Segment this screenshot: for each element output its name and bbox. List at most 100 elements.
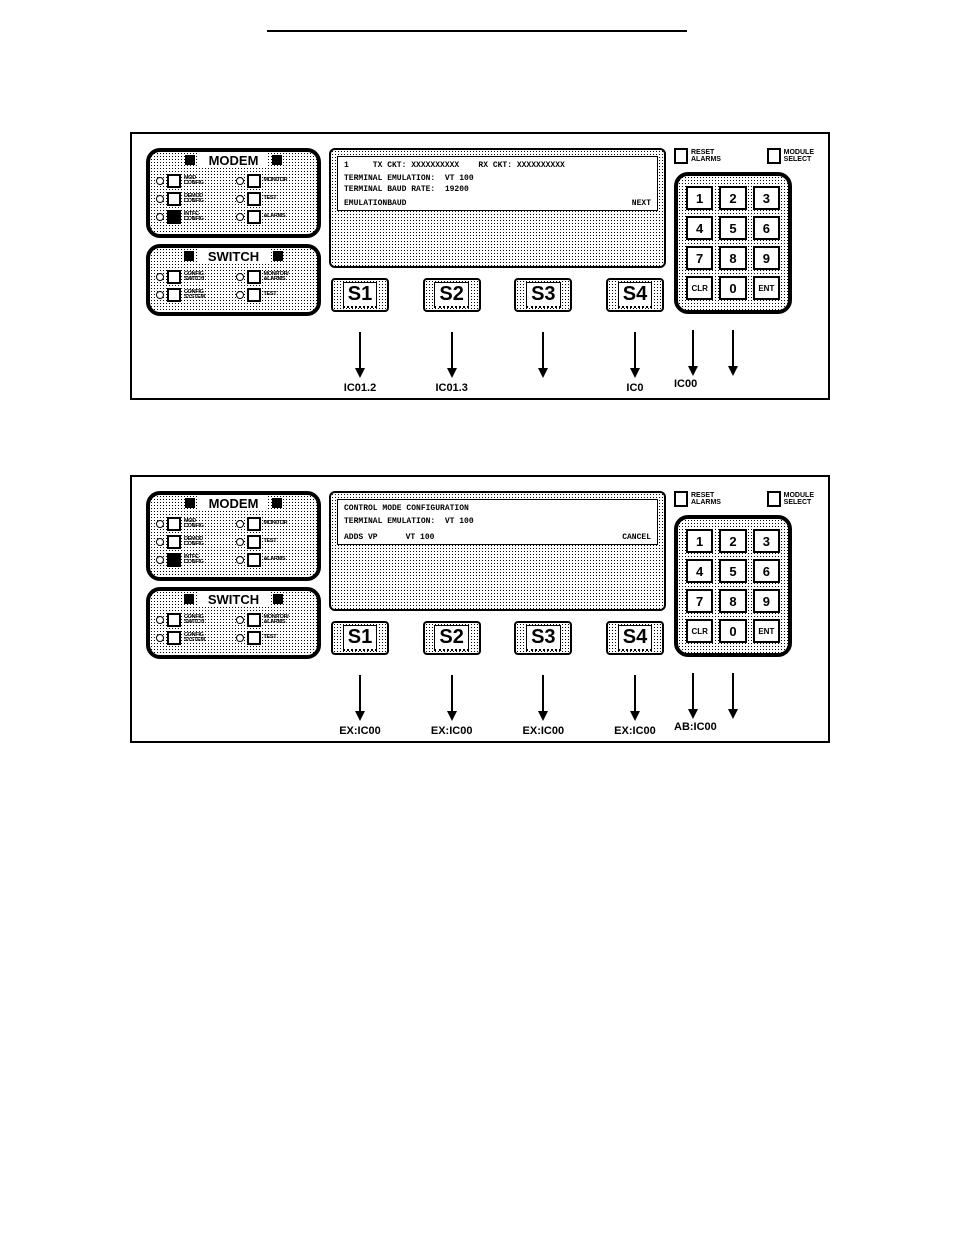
reset-alarms-button[interactable]: RESET ALARMS	[674, 491, 721, 507]
led-icon	[236, 291, 244, 299]
key-icon	[247, 517, 261, 531]
lcd-soft-labels: ADDS VP VT 100 CANCEL	[344, 532, 651, 542]
numeric-keypad: 123 456 789 CLR0 ENT	[674, 172, 792, 314]
keypad-key-ent[interactable]: ENT	[753, 619, 780, 643]
keypad-key-7[interactable]: 7	[686, 589, 713, 613]
module-button[interactable]: DEMOD CONFIG	[156, 535, 232, 549]
key-icon	[247, 210, 261, 224]
module-button[interactable]: TEST	[236, 192, 312, 206]
keypad-key-5[interactable]: 5	[719, 559, 746, 583]
led-icon	[236, 616, 244, 624]
keypad-key-0[interactable]: 0	[719, 619, 746, 643]
keypad-key-4[interactable]: 4	[686, 559, 713, 583]
keypad-key-1[interactable]: 1	[686, 186, 713, 210]
module-button[interactable]: MONITOR/ ALARMS	[236, 613, 312, 627]
keypad-key-1[interactable]: 1	[686, 529, 713, 553]
dest-s3: EX:IC00	[514, 725, 572, 737]
arrow-s1	[331, 675, 389, 723]
softkey-s4[interactable]: S4	[606, 278, 664, 312]
key-label: DEMOD CONFIG	[184, 537, 204, 548]
dest-s1: EX:IC00	[331, 725, 389, 737]
key-icon	[247, 553, 261, 567]
led-icon	[156, 538, 164, 546]
module-select-button[interactable]: MODULE SELECT	[767, 491, 814, 507]
keypad-key-3[interactable]: 3	[753, 186, 780, 210]
keypad-key-2[interactable]: 2	[719, 529, 746, 553]
keypad-key-2[interactable]: 2	[719, 186, 746, 210]
led-icon	[236, 213, 244, 221]
keypad-arrow-2	[728, 673, 738, 719]
key-label: ALARMS	[264, 214, 286, 220]
softkey-s2[interactable]: S2	[423, 278, 481, 312]
softkey-s3[interactable]: S3	[514, 621, 572, 655]
module-button[interactable]: CONFIG SWITCH	[156, 270, 232, 284]
module-button[interactable]: MONITOR	[236, 517, 312, 531]
module-button[interactable]: TEST	[236, 535, 312, 549]
soft-label-2: VT 100	[406, 533, 435, 542]
reset-alarms-button[interactable]: RESET ALARMS	[674, 148, 721, 164]
arrow-s3	[514, 332, 572, 380]
key-label: CONFIG SYSTEM	[184, 633, 205, 644]
lcd-line-1: CONTROL MODE CONFIGURATION	[344, 504, 651, 513]
lcd-line-1: 1 TX CKT: XXXXXXXXXX RX CKT: XXXXXXXXXX	[344, 161, 651, 170]
softkey-s3[interactable]: S3	[514, 278, 572, 312]
module-button[interactable]: CONFIG SYSTEM	[156, 288, 232, 302]
softkey-s1[interactable]: S1	[331, 621, 389, 655]
dest-s1: IC01.2	[331, 382, 389, 394]
key-icon	[167, 288, 181, 302]
led-icon	[236, 634, 244, 642]
led-icon	[236, 520, 244, 528]
keypad-key-7[interactable]: 7	[686, 246, 713, 270]
keypad-key-9[interactable]: 9	[753, 246, 780, 270]
keypad-key-clr[interactable]: CLR	[686, 276, 713, 300]
soft-label-4: CANCEL	[622, 533, 651, 542]
module-button[interactable]: DEMOD CONFIG	[156, 192, 232, 206]
module-button[interactable]: ALARMS	[236, 553, 312, 567]
softkey-s4[interactable]: S4	[606, 621, 664, 655]
keypad-arrow-1	[688, 673, 698, 719]
led-icon	[156, 177, 164, 185]
softkey-s2[interactable]: S2	[423, 621, 481, 655]
dest-s4: IC0	[606, 382, 664, 394]
lcd-line-3: TERMINAL EMULATION: VT 100	[344, 174, 651, 183]
keypad-key-0[interactable]: 0	[719, 276, 746, 300]
module-button[interactable]: ALARMS	[236, 210, 312, 224]
keypad-key-6[interactable]: 6	[753, 216, 780, 240]
numeric-keypad: 123 456 789 CLR0 ENT	[674, 515, 792, 657]
led-icon	[156, 291, 164, 299]
module-button[interactable]: MOD CONFIG	[156, 174, 232, 188]
key-label: MONITOR/ ALARMS	[264, 272, 289, 283]
module-select-button[interactable]: MODULE SELECT	[767, 148, 814, 164]
dest-s4: EX:IC00	[606, 725, 664, 737]
key-icon	[167, 270, 181, 284]
module-button[interactable]: TEST	[236, 288, 312, 302]
keypad-key-3[interactable]: 3	[753, 529, 780, 553]
keypad-key-9[interactable]: 9	[753, 589, 780, 613]
module-button[interactable]: MONITOR/ ALARMS	[236, 270, 312, 284]
modem-title: MODEM	[199, 153, 269, 168]
keypad-key-ent[interactable]: ENT	[753, 276, 780, 300]
keypad-arrow-2	[728, 330, 738, 376]
switch-grid: CONFIG SWITCH MONITOR/ ALARMS CONFIG SYSTE…	[156, 270, 311, 302]
key-icon	[167, 192, 181, 206]
soft-label-1: ADDS VP	[344, 533, 378, 542]
module-button[interactable]: MOD CONFIG	[156, 517, 232, 531]
module-button[interactable]: CONFIG SWITCH	[156, 613, 232, 627]
key-label: MONITOR	[264, 521, 288, 527]
module-button[interactable]: INTFC CONFIG	[156, 210, 232, 224]
key-icon	[167, 613, 181, 627]
softkey-s1[interactable]: S1	[331, 278, 389, 312]
keypad-key-4[interactable]: 4	[686, 216, 713, 240]
keypad-key-clr[interactable]: CLR	[686, 619, 713, 643]
keypad-key-8[interactable]: 8	[719, 246, 746, 270]
module-button[interactable]: MONITOR	[236, 174, 312, 188]
key-label: INTFC CONFIG	[184, 555, 204, 566]
module-button[interactable]: INTFC CONFIG	[156, 553, 232, 567]
dest-s2: IC01.3	[423, 382, 481, 394]
module-button[interactable]: CONFIG SYSTEM	[156, 631, 232, 645]
keypad-key-8[interactable]: 8	[719, 589, 746, 613]
keypad-key-6[interactable]: 6	[753, 559, 780, 583]
keypad-key-5[interactable]: 5	[719, 216, 746, 240]
module-button[interactable]: TEST	[236, 631, 312, 645]
led-icon	[236, 195, 244, 203]
